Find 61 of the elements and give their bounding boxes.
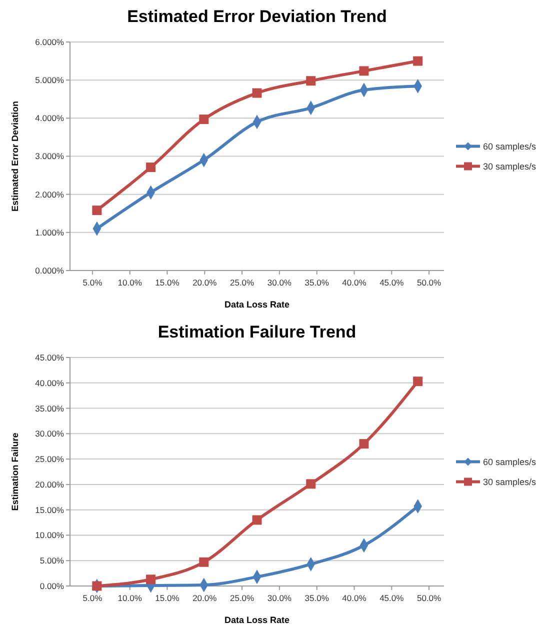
x-tick-label: 30.0%: [267, 278, 292, 288]
y-tick-label: 1.000%: [35, 227, 64, 238]
y-tick-label: 15.00%: [35, 504, 64, 515]
legend-label: 30 samples/s: [483, 476, 537, 487]
y-tick-label: 10.00%: [35, 530, 64, 540]
x-axis-title: Data Loss Rate: [224, 615, 290, 625]
x-tick-label: 25.0%: [230, 593, 255, 603]
x-tick-label: 40.0%: [342, 593, 367, 603]
y-tick-label: 35.00%: [35, 403, 64, 414]
legend-label: 30 samples/s: [483, 161, 537, 172]
x-tick-label: 50.0%: [416, 278, 442, 288]
x-tick-label: 30.0%: [267, 593, 292, 603]
y-tick-label: 40.00%: [35, 378, 64, 388]
chart-title: Estimated Error Deviation Trend: [127, 7, 387, 26]
x-tick-label: 10.0%: [118, 593, 142, 603]
point: [413, 56, 423, 66]
x-tick-label: 5.0%: [82, 593, 103, 603]
y-axis-title: Estimation Failure: [10, 432, 20, 511]
y-tick-label: 0.000%: [35, 265, 64, 276]
y-tick-label: 20.00%: [35, 479, 64, 490]
point: [146, 162, 156, 172]
point: [92, 206, 102, 216]
y-tick-label: 6.000%: [35, 36, 64, 47]
x-tick-label: 15.0%: [155, 278, 180, 288]
point: [199, 114, 209, 124]
x-tick-label: 15.0%: [155, 593, 180, 603]
x-tick-label: 45.0%: [380, 593, 404, 603]
point: [306, 76, 316, 86]
y-tick-label: 3.000%: [35, 151, 64, 162]
y-tick-label: 30.00%: [35, 428, 64, 439]
x-tick-label: 35.0%: [304, 278, 330, 288]
x-tick-label: 20.0%: [192, 593, 218, 603]
y-axis-title: Estimated Error Deviation: [10, 100, 20, 212]
legend-label: 60 samples/s: [483, 141, 537, 152]
y-tick-label: 45.00%: [35, 352, 64, 362]
y-tick-label: 4.000%: [35, 113, 64, 124]
x-tick-label: 45.0%: [380, 278, 404, 288]
point: [413, 376, 423, 386]
x-tick-label: 35.0%: [304, 593, 330, 603]
legend-label: 60 samples/s: [483, 456, 537, 467]
point: [359, 439, 369, 449]
point: [252, 88, 262, 98]
chart-title: Estimation Failure Trend: [158, 322, 356, 342]
x-tick-label: 40.0%: [342, 278, 367, 288]
x-tick-label: 50.0%: [416, 593, 442, 603]
x-tick-label: 25.0%: [230, 278, 255, 288]
point: [146, 574, 156, 584]
point: [199, 557, 209, 567]
x-tick-label: 20.0%: [192, 278, 218, 288]
y-tick-label: 0.00%: [40, 580, 64, 591]
y-tick-label: 25.00%: [35, 454, 64, 464]
point: [252, 515, 262, 525]
point: [92, 581, 102, 591]
point: [359, 66, 369, 76]
x-tick-label: 10.0%: [118, 278, 142, 288]
x-tick-label: 5.0%: [82, 278, 103, 288]
y-tick-label: 5.00%: [40, 556, 64, 566]
point: [306, 479, 316, 489]
x-axis-title: Data Loss Rate: [224, 300, 290, 310]
y-tick-label: 5.000%: [35, 75, 64, 86]
y-tick-label: 2.000%: [35, 189, 64, 200]
